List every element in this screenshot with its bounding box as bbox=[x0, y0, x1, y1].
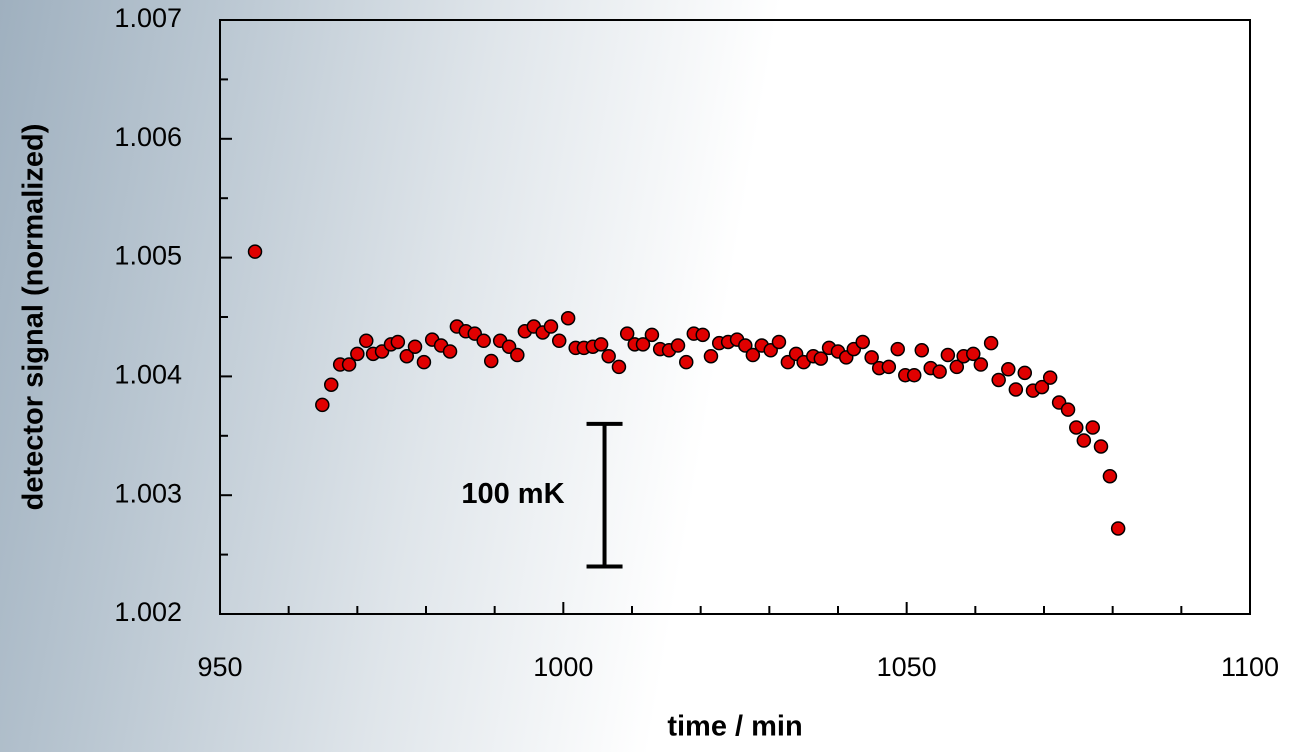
data-point bbox=[678, 354, 694, 370]
data-point bbox=[1102, 468, 1118, 484]
data-point bbox=[738, 338, 753, 353]
data-point bbox=[1076, 433, 1092, 448]
data-point bbox=[543, 319, 559, 334]
data-point bbox=[983, 335, 999, 351]
y-tick-label: 1.005 bbox=[114, 241, 182, 271]
data-point bbox=[966, 346, 981, 362]
data-point bbox=[1093, 439, 1109, 454]
data-point bbox=[644, 327, 660, 343]
data-point bbox=[914, 343, 930, 358]
data-point bbox=[560, 310, 576, 326]
x-tick-label: 1050 bbox=[877, 652, 937, 682]
data-point bbox=[323, 377, 339, 392]
data-point bbox=[890, 341, 905, 357]
y-tick-label: 1.007 bbox=[114, 3, 182, 33]
data-point bbox=[1110, 521, 1126, 536]
data-point bbox=[703, 348, 719, 364]
x-axis-title: time / min bbox=[667, 711, 802, 743]
data-point bbox=[771, 334, 787, 350]
data-point bbox=[813, 351, 829, 366]
data-point bbox=[483, 353, 499, 369]
data-point bbox=[341, 357, 357, 372]
data-point bbox=[407, 339, 423, 354]
data-point bbox=[551, 333, 567, 349]
data-point bbox=[635, 337, 651, 352]
data-point bbox=[864, 350, 879, 365]
data-point bbox=[949, 359, 965, 375]
x-tick-label: 1100 bbox=[1221, 652, 1279, 682]
data-point bbox=[932, 364, 947, 379]
data-point bbox=[670, 338, 686, 353]
data-point bbox=[611, 359, 627, 375]
data-point bbox=[593, 337, 609, 352]
y-axis-title: detector signal (normalized) bbox=[18, 124, 50, 511]
data-point bbox=[1042, 370, 1058, 385]
data-point bbox=[940, 347, 956, 363]
data-point bbox=[881, 359, 897, 375]
data-point bbox=[247, 244, 263, 259]
data-point bbox=[601, 348, 616, 364]
data-point bbox=[745, 347, 761, 363]
data-point bbox=[619, 326, 635, 341]
data-point bbox=[359, 333, 374, 349]
data-point bbox=[1008, 382, 1024, 397]
plot-frame bbox=[219, 19, 1251, 615]
data-point bbox=[350, 346, 365, 362]
data-point bbox=[1060, 402, 1076, 417]
data-point bbox=[1017, 365, 1033, 381]
data-point bbox=[906, 367, 922, 383]
annotation: 100 mK bbox=[461, 478, 564, 510]
data-point bbox=[399, 348, 415, 364]
y-tick-label: 1.003 bbox=[114, 478, 182, 508]
data-point bbox=[855, 334, 870, 350]
data-point bbox=[695, 327, 710, 343]
data-point bbox=[1085, 420, 1101, 435]
data-point bbox=[315, 397, 330, 413]
data-point bbox=[416, 354, 432, 370]
data-point bbox=[991, 372, 1006, 388]
data-point bbox=[1034, 379, 1050, 395]
y-tick-label: 1.004 bbox=[114, 360, 182, 390]
data-point bbox=[476, 333, 491, 349]
data-point bbox=[510, 347, 525, 363]
x-tick-label: 950 bbox=[197, 652, 242, 682]
x-tick-label: 1000 bbox=[533, 652, 593, 682]
data-point bbox=[1069, 420, 1084, 435]
y-tick-label: 1.002 bbox=[114, 597, 182, 627]
data-point bbox=[973, 357, 989, 372]
data-point bbox=[390, 334, 406, 350]
data-point bbox=[1001, 362, 1016, 377]
data-point bbox=[442, 344, 458, 359]
y-tick-label: 1.006 bbox=[114, 122, 182, 152]
